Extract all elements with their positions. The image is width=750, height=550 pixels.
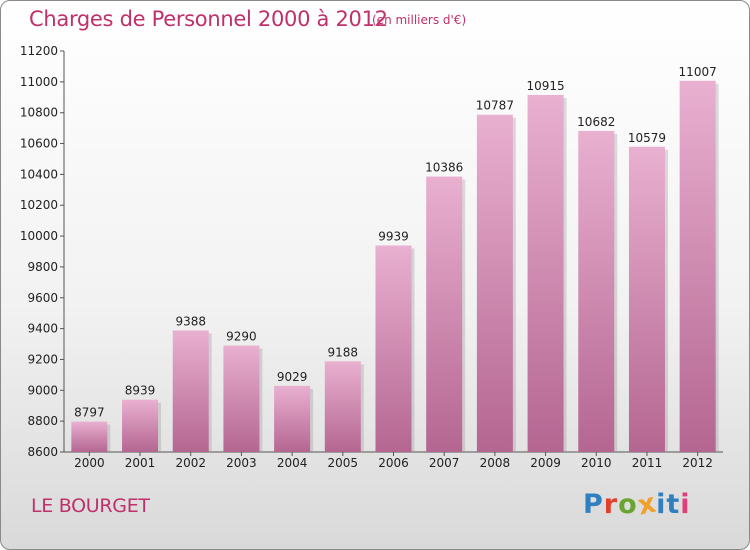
x-tick-label: 2007 [429, 456, 460, 470]
x-tick-label: 2012 [682, 456, 713, 470]
y-tick-label: 11200 [20, 44, 58, 58]
bar-value-label: 10787 [476, 99, 514, 113]
x-tick-label: 2005 [328, 456, 359, 470]
city-name: LE BOURGET [31, 495, 150, 517]
bar-value-label: 9939 [378, 229, 409, 243]
y-tick-label: 9400 [27, 322, 58, 336]
bar [71, 421, 108, 452]
x-tick-label: 2008 [480, 456, 511, 470]
chart-title: Charges de Personnel 2000 à 2012 [29, 7, 388, 31]
bar-value-label: 10915 [526, 79, 564, 93]
bar [122, 399, 159, 452]
y-tick-label: 9200 [27, 352, 58, 366]
logo-letter: o [618, 489, 638, 520]
logo-letter: P [583, 489, 604, 520]
bar-value-label: 8939 [125, 384, 156, 398]
bar [324, 361, 361, 452]
logo-letter: i [656, 489, 667, 520]
y-tick-label: 10000 [20, 229, 58, 243]
bar [527, 94, 564, 452]
proxiti-logo: Proxiti [583, 487, 691, 521]
bar-value-label: 10386 [425, 161, 463, 175]
bar-value-label: 8797 [74, 406, 105, 420]
bar [476, 114, 513, 452]
logo-letter: r [603, 489, 619, 520]
y-tick-label: 9600 [27, 291, 58, 305]
bar [578, 130, 615, 452]
y-tick-label: 9800 [27, 260, 58, 274]
logo-letter: i [680, 489, 691, 520]
y-tick-label: 10800 [20, 106, 58, 120]
y-tick-label: 10400 [20, 167, 58, 181]
x-tick-label: 2000 [74, 456, 105, 470]
bar [223, 345, 260, 452]
y-tick-label: 8800 [27, 414, 58, 428]
y-tick-label: 10600 [20, 137, 58, 151]
x-tick-label: 2003 [226, 456, 257, 470]
y-tick-label: 8600 [27, 445, 58, 459]
y-tick-label: 9000 [27, 383, 58, 397]
bar-value-label: 10682 [577, 115, 615, 129]
x-tick-label: 2004 [277, 456, 308, 470]
x-tick-label: 2001 [125, 456, 156, 470]
bar [679, 80, 716, 452]
bar [426, 176, 463, 453]
x-tick-label: 2010 [581, 456, 612, 470]
bar-value-label: 9188 [328, 345, 359, 359]
x-tick-label: 2002 [175, 456, 206, 470]
y-tick-label: 10200 [20, 198, 58, 212]
x-tick-label: 2006 [378, 456, 409, 470]
bar-value-label: 9388 [175, 314, 206, 328]
x-tick-label: 2009 [530, 456, 561, 470]
chart-unit: (en milliers d'€) [372, 13, 467, 27]
bar-value-label: 10579 [628, 131, 666, 145]
bar-value-label: 9290 [226, 330, 257, 344]
logo-letter: t [666, 489, 681, 520]
y-tick-label: 11000 [20, 75, 58, 89]
bar [274, 385, 311, 452]
bar [375, 245, 412, 452]
x-tick-label: 2011 [632, 456, 663, 470]
bar [172, 330, 209, 452]
bar-value-label: 11007 [679, 65, 717, 79]
bar [628, 146, 665, 452]
bar-value-label: 9029 [277, 370, 308, 384]
